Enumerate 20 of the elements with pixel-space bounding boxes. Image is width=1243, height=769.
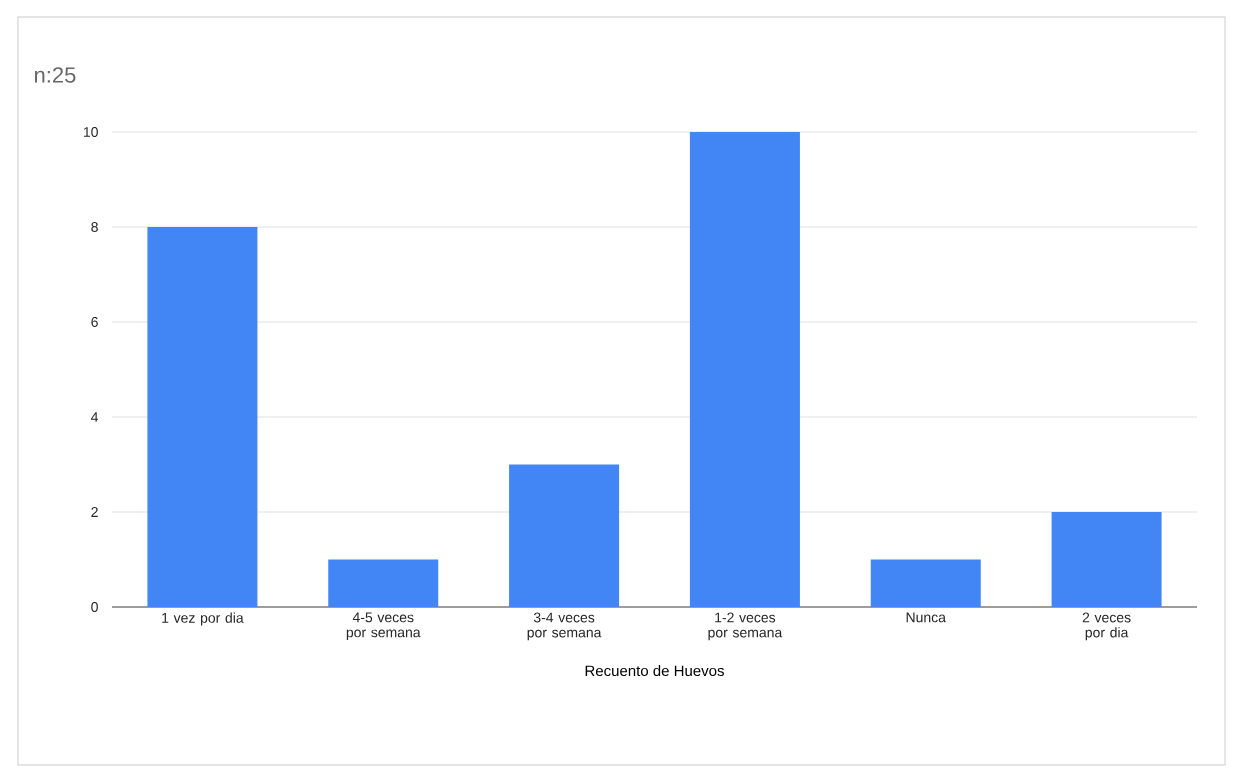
y-tick-label: 2 — [91, 507, 98, 517]
bar — [147, 227, 258, 607]
x-tick-label: 4-5 veces por semana — [346, 612, 421, 641]
x-tick-label: 1 vez por dia — [162, 612, 244, 626]
y-tick-label: 8 — [91, 222, 98, 232]
y-tick-label: 4 — [91, 412, 99, 422]
y-tick-label: 10 — [83, 127, 98, 137]
x-tick-label: 1-2 veces por semana — [708, 612, 783, 641]
bar — [1051, 512, 1162, 607]
x-tick-label: Nunca — [906, 612, 946, 623]
x-axis-title: Recuento de Huevos — [585, 665, 724, 677]
x-tick-label: 2 veces por dia — [1082, 612, 1131, 641]
bar — [509, 464, 620, 607]
x-tick-label: 3-4 veces por semana — [527, 612, 602, 641]
chart-title: n:25 — [34, 67, 76, 83]
y-tick-label: 6 — [91, 317, 98, 327]
y-tick-label: 0 — [91, 602, 98, 612]
bar — [689, 132, 800, 607]
bar — [328, 559, 439, 607]
bar — [870, 559, 981, 607]
